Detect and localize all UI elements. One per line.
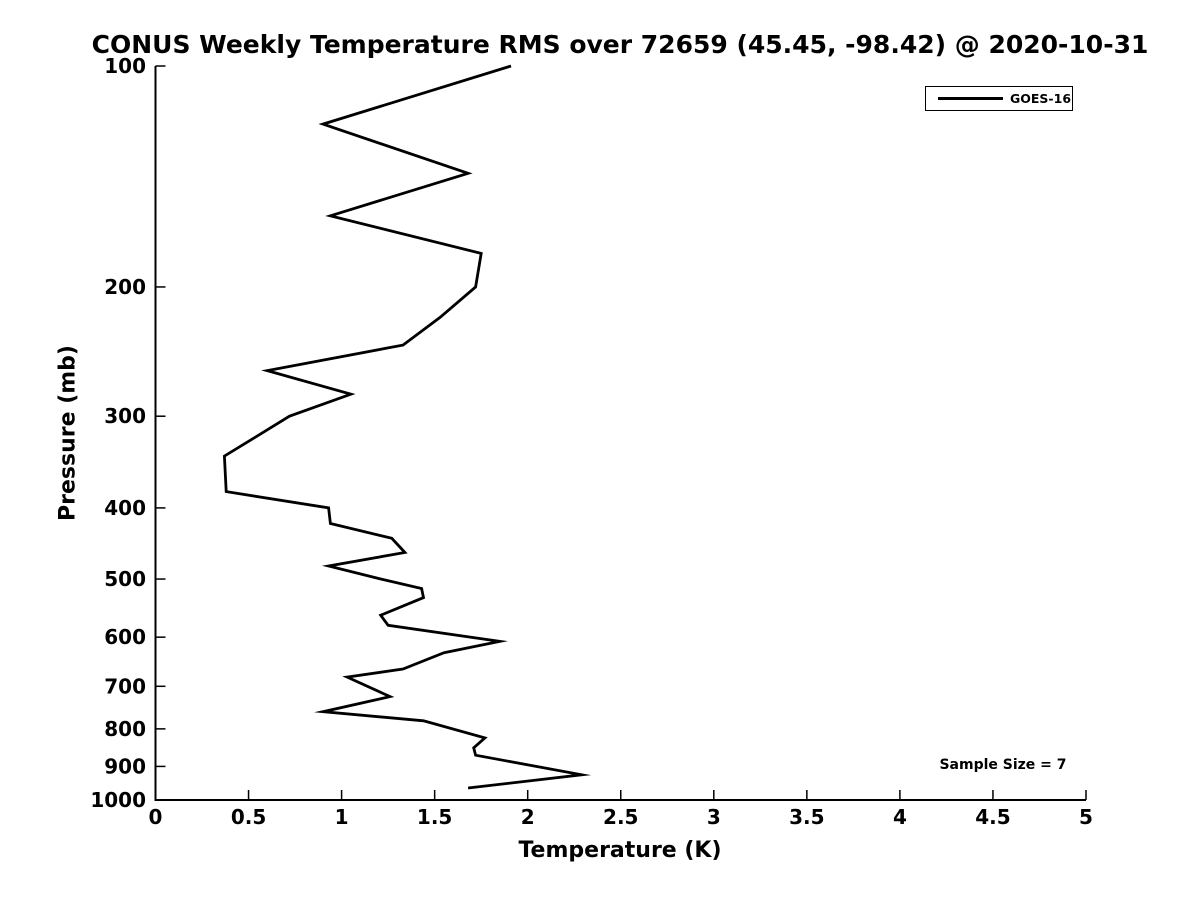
y-tick-label: 600 (104, 625, 146, 649)
plot-title: CONUS Weekly Temperature RMS over 72659 … (91, 30, 1149, 59)
x-tick-label: 3 (707, 805, 721, 829)
y-tick-label: 1000 (90, 788, 146, 812)
legend-line-sample-icon (938, 97, 1003, 100)
y-tick-label: 300 (104, 404, 146, 428)
x-tick-label: 4.5 (975, 805, 1010, 829)
x-axis-label: Temperature (K) (518, 838, 722, 863)
x-tick-label: 0.5 (231, 805, 266, 829)
y-tick-label: 100 (104, 54, 146, 78)
x-tick-label: 2 (521, 805, 535, 829)
y-tick-label: 200 (104, 275, 146, 299)
y-tick-label: 800 (104, 717, 146, 741)
x-tick-label: 5 (1079, 805, 1093, 829)
x-tick-label: 2.5 (603, 805, 638, 829)
series-line-goes-16 (222, 64, 592, 790)
legend-label: GOES-16 (1010, 91, 1072, 106)
x-tick-label: 4 (893, 805, 907, 829)
y-axis-label: Pressure (mb) (55, 345, 81, 521)
x-tick-label: 0 (149, 805, 163, 829)
y-tick-label: 700 (104, 674, 146, 698)
y-tick-label: 900 (104, 754, 146, 778)
x-tick-label: 1 (335, 805, 349, 829)
y-tick-label: 500 (104, 567, 146, 591)
x-tick-label: 3.5 (789, 805, 824, 829)
legend-box: GOES-16 (925, 86, 1073, 111)
x-tick-label: 1.5 (417, 805, 452, 829)
axes-spines (154, 66, 1086, 801)
sample-size-annotation: Sample Size = 7 (939, 757, 1067, 773)
y-tick-label: 400 (104, 496, 146, 520)
